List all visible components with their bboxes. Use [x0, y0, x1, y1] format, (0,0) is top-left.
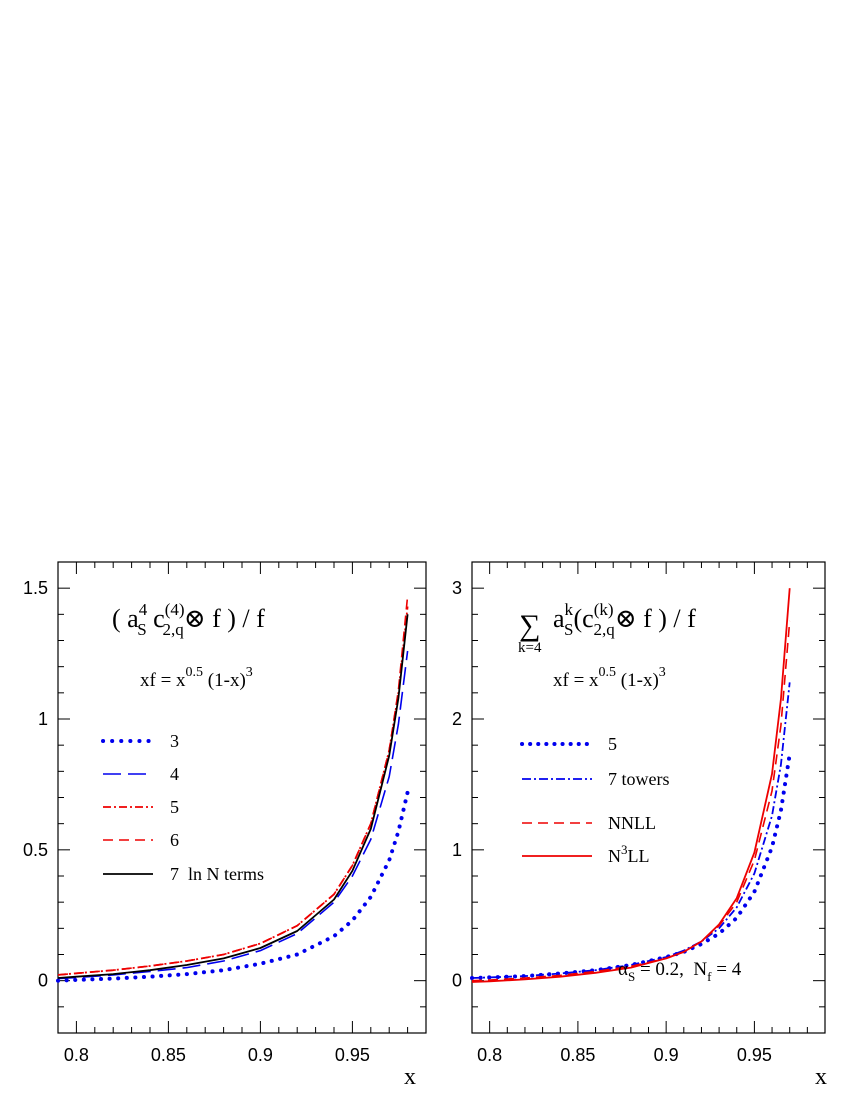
left-legend-label-3: 3 — [170, 731, 179, 751]
right-subtitle-lhs: xf = x — [553, 670, 599, 691]
left-x-tick-label: 0.8 — [64, 1045, 89, 1065]
right-x-axis-title: x — [815, 1064, 827, 1090]
right-y-tick-label: 0 — [452, 971, 462, 991]
right-series-line-3 — [471, 588, 791, 983]
left-legend-label-4: 4 — [170, 764, 179, 784]
left-subtitle-exp2: 3 — [246, 665, 253, 680]
right-x-tick-label: 0.9 — [654, 1045, 679, 1065]
right-x-tick-label: 0.85 — [560, 1045, 595, 1065]
right-subtitle-exp1: 0.5 — [599, 665, 617, 680]
right-title-a: a — [553, 604, 565, 633]
right-subtitle-exp2: 3 — [659, 665, 666, 680]
left-y-tick-label: 0 — [38, 971, 48, 991]
right-legend-label-5: 5 — [608, 734, 617, 754]
left-title-a-sub: S — [137, 620, 146, 639]
right-ticks — [471, 561, 826, 1034]
left-series — [56, 595, 410, 983]
left-title-open: ( a — [112, 604, 139, 633]
left-x-tick-label: 0.95 — [335, 1045, 370, 1065]
left-series-line-1 — [57, 650, 409, 980]
right-title-a-sup: k — [565, 600, 574, 619]
right-title-open: (c — [574, 604, 594, 633]
right-legend-label-7-towers: 7 towers — [608, 769, 670, 789]
left-title-a-sup: 4 — [139, 600, 148, 619]
left-title-c-sup: (4) — [165, 600, 185, 619]
right-title-c-sup: (k) — [594, 600, 614, 619]
right-ann-alpha: α — [618, 959, 628, 980]
left-y-tick-label: 1.5 — [23, 578, 48, 598]
right-title: ak S(c(k) 2,q⊗ f ) / f — [553, 600, 696, 639]
left-legend-label-7: 7 ln N terms — [170, 864, 264, 884]
right-y-tick-label: 2 — [452, 709, 462, 729]
left-title-c: c — [147, 604, 165, 633]
left-y-tick-label: 1 — [38, 709, 48, 729]
right-parameters-annotation: αS = 0.2, Nf = 4 — [618, 959, 742, 984]
left-title-c-sub: 2,q — [163, 620, 185, 639]
right-legend-n3ll-tail: LL — [628, 846, 650, 866]
left-subtitle: xf = x0.5 (1-x)3 — [140, 665, 253, 691]
right-subtitle-mid: (1-x) — [616, 670, 659, 691]
right-ann-tail: = 4 — [711, 959, 741, 980]
left-tick-labels: 0.8 0.85 0.9 0.95 0 0.5 1 1.5 — [23, 578, 370, 1065]
right-title-sum-sub: k=4 — [518, 640, 542, 656]
right-title-otimes: ⊗ — [615, 604, 637, 633]
left-series-line-0 — [56, 790, 410, 983]
left-subtitle-lhs: xf = x — [140, 670, 186, 691]
left-y-tick-label: 0.5 — [23, 840, 48, 860]
right-legend-label-n3ll: N3LL — [608, 842, 650, 866]
left-title-otimes: ⊗ — [184, 604, 206, 633]
left-title-tail: f ) / f — [206, 604, 266, 633]
right-legend-label-nnll: NNLL — [608, 813, 656, 833]
right-x-tick-label: 0.8 — [477, 1045, 502, 1065]
right-x-tick-label: 0.95 — [737, 1045, 772, 1065]
right-legend-n3ll-base: N — [608, 846, 621, 866]
left-x-tick-label: 0.9 — [248, 1045, 273, 1065]
right-series — [470, 588, 792, 983]
left-legend: 3 4 5 6 7 ln N terms — [101, 731, 264, 884]
left-subtitle-mid: (1-x) — [203, 670, 246, 691]
left-ticks — [57, 561, 427, 1034]
left-subtitle-exp1: 0.5 — [186, 665, 204, 680]
left-x-tick-label: 0.85 — [151, 1045, 186, 1065]
left-series-line-4 — [57, 614, 409, 979]
right-title-a-sub: S — [564, 620, 573, 639]
right-series-line-1 — [471, 682, 791, 979]
right-title-c-sub: 2,q — [594, 620, 616, 639]
right-subtitle: xf = x0.5 (1-x)3 — [553, 665, 666, 691]
right-legend-n3ll-sup: 3 — [621, 842, 628, 857]
right-ann-mid: = 0.2, N — [635, 959, 707, 980]
left-x-axis-title: x — [404, 1064, 416, 1090]
right-legend: 5 7 towers NNLL N3LL — [520, 734, 670, 866]
right-tick-labels: 0.8 0.85 0.9 0.95 0 1 2 3 — [452, 578, 772, 1065]
right-y-tick-label: 1 — [452, 840, 462, 860]
right-y-tick-label: 3 — [452, 578, 462, 598]
right-ann-alpha-sub: S — [628, 969, 635, 984]
left-title: ( a4 S c(4) 2,q⊗ f ) / f — [112, 600, 265, 639]
left-legend-label-6: 6 — [170, 830, 179, 850]
right-title-sum: ∑ — [519, 609, 540, 642]
right-title-tail: f ) / f — [637, 604, 697, 633]
right-ann-nf-sub: f — [707, 969, 712, 984]
left-legend-label-5: 5 — [170, 797, 179, 817]
left-series-line-3 — [57, 595, 409, 976]
